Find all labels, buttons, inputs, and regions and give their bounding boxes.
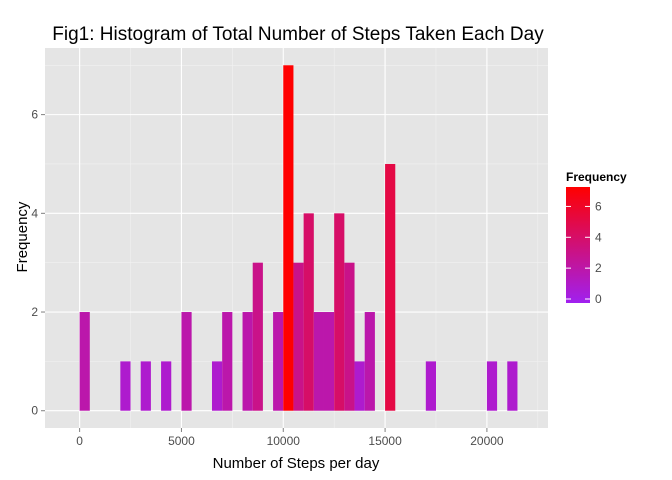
histogram-bar <box>273 312 284 411</box>
x-tick-label: 20000 <box>470 434 504 448</box>
histogram-bar <box>283 65 294 411</box>
histogram-bar <box>222 312 233 411</box>
histogram-bar <box>364 312 375 411</box>
y-axis-title: Frequency <box>14 201 31 272</box>
histogram-bar <box>211 361 223 411</box>
x-tick-label: 15000 <box>368 434 402 448</box>
histogram-bar <box>181 312 192 411</box>
y-axis-ticks: 0 2 4 6 <box>31 108 45 418</box>
histogram-bars <box>79 65 518 411</box>
y-tick-label: 2 <box>31 305 38 319</box>
histogram-bar <box>242 312 253 411</box>
legend-colorbar <box>566 187 590 303</box>
x-tick-label: 0 <box>76 434 83 448</box>
x-axis-ticks: 0 5000 10000 15000 20000 <box>76 428 504 448</box>
legend-ticks: 0 2 4 6 <box>566 199 602 306</box>
legend-tick-label: 2 <box>595 261 602 275</box>
histogram-bar <box>425 361 436 411</box>
histogram-bar <box>161 361 172 411</box>
histogram-bar <box>79 312 90 411</box>
legend-tick-label: 0 <box>595 292 602 306</box>
histogram-bar <box>293 262 304 411</box>
histogram-bar <box>354 361 365 411</box>
color-legend: Frequency 0 2 4 6 <box>566 170 627 306</box>
histogram-bar <box>323 312 335 411</box>
y-tick-label: 6 <box>31 108 38 122</box>
histogram-bar <box>486 361 498 411</box>
histogram-bar <box>120 361 131 411</box>
histogram-bar <box>140 361 151 411</box>
legend-tick-label: 4 <box>595 230 602 244</box>
x-tick-label: 5000 <box>168 434 195 448</box>
histogram-bar <box>303 213 314 411</box>
y-tick-label: 0 <box>31 404 38 418</box>
histogram-bar <box>385 163 396 411</box>
legend-title: Frequency <box>566 170 627 184</box>
chart-title: Fig1: Histogram of Total Number of Steps… <box>52 24 544 45</box>
y-tick-label: 4 <box>31 206 38 220</box>
legend-tick-label: 6 <box>595 199 602 213</box>
histogram-bar <box>313 312 324 411</box>
histogram-bar <box>334 213 345 411</box>
histogram-bar <box>507 361 518 411</box>
histogram-bar <box>344 262 355 411</box>
x-tick-label: 10000 <box>267 434 301 448</box>
x-axis-title: Number of Steps per day <box>213 455 380 472</box>
histogram-bar <box>252 262 263 411</box>
